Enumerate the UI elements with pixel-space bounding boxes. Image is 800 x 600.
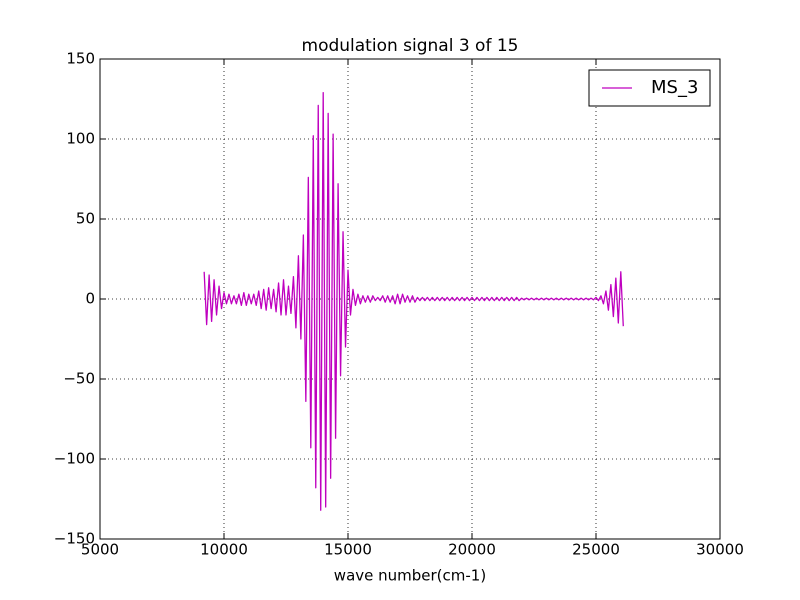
x-tick-label: 10000: [200, 541, 248, 559]
x-tick-label: 5000: [81, 541, 119, 559]
y-tick-label: 0: [85, 290, 95, 308]
x-tick-label: 15000: [324, 541, 372, 559]
plot-frame: [99, 58, 721, 540]
x-axis-label: wave number(cm-1): [334, 567, 486, 585]
y-tick-label: −50: [63, 370, 95, 388]
data-line: [203, 91, 624, 511]
y-tick-label: 100: [66, 130, 95, 148]
x-tick-label: 30000: [696, 541, 744, 559]
y-tick-label: −100: [54, 450, 95, 468]
x-tick-label: 25000: [572, 541, 620, 559]
legend-label: MS_3: [651, 77, 698, 98]
y-tick-label: 50: [76, 210, 95, 228]
y-tick-label: −150: [54, 530, 95, 548]
x-tick-label: 20000: [448, 541, 496, 559]
chart-title: modulation signal 3 of 15: [302, 36, 519, 56]
y-tick-label: 150: [66, 50, 95, 68]
